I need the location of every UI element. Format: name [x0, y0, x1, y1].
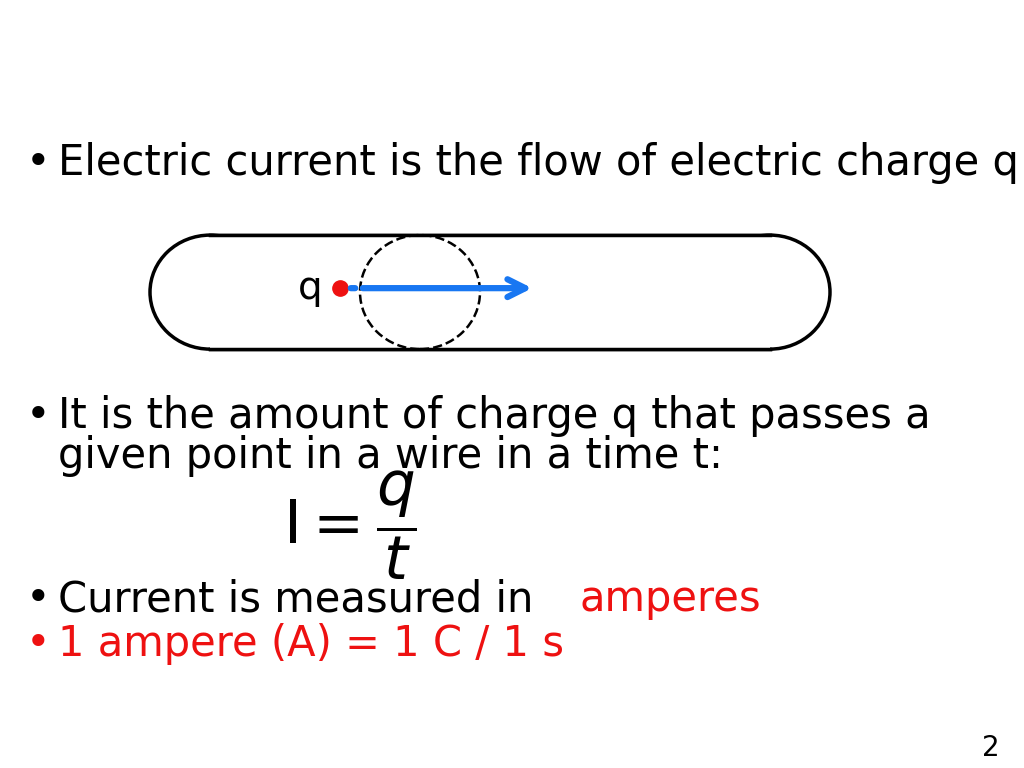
Text: amperes: amperes: [580, 578, 762, 621]
Text: $\mathrm{I} = \dfrac{q}{t}$: $\mathrm{I} = \dfrac{q}{t}$: [283, 468, 417, 581]
Text: •: •: [26, 623, 50, 665]
Text: •: •: [26, 395, 50, 437]
Text: Electric current is the flow of electric charge q: Electric current is the flow of electric…: [58, 142, 1019, 184]
Ellipse shape: [150, 235, 270, 349]
Text: Electric current (symbol I): Electric current (symbol I): [81, 24, 943, 90]
Text: •: •: [26, 578, 50, 621]
Text: given point in a wire in a time t:: given point in a wire in a time t:: [58, 435, 723, 477]
Text: 2: 2: [982, 734, 1000, 762]
Text: •: •: [26, 142, 50, 184]
Text: Current is measured in: Current is measured in: [58, 578, 547, 621]
Text: 1 ampere (A) = 1 C / 1 s: 1 ampere (A) = 1 C / 1 s: [58, 623, 564, 665]
Ellipse shape: [710, 235, 830, 349]
Text: q: q: [298, 269, 323, 307]
Bar: [210, 235, 770, 349]
Text: It is the amount of charge q that passes a: It is the amount of charge q that passes…: [58, 395, 931, 437]
Bar: [210, 236, 770, 348]
